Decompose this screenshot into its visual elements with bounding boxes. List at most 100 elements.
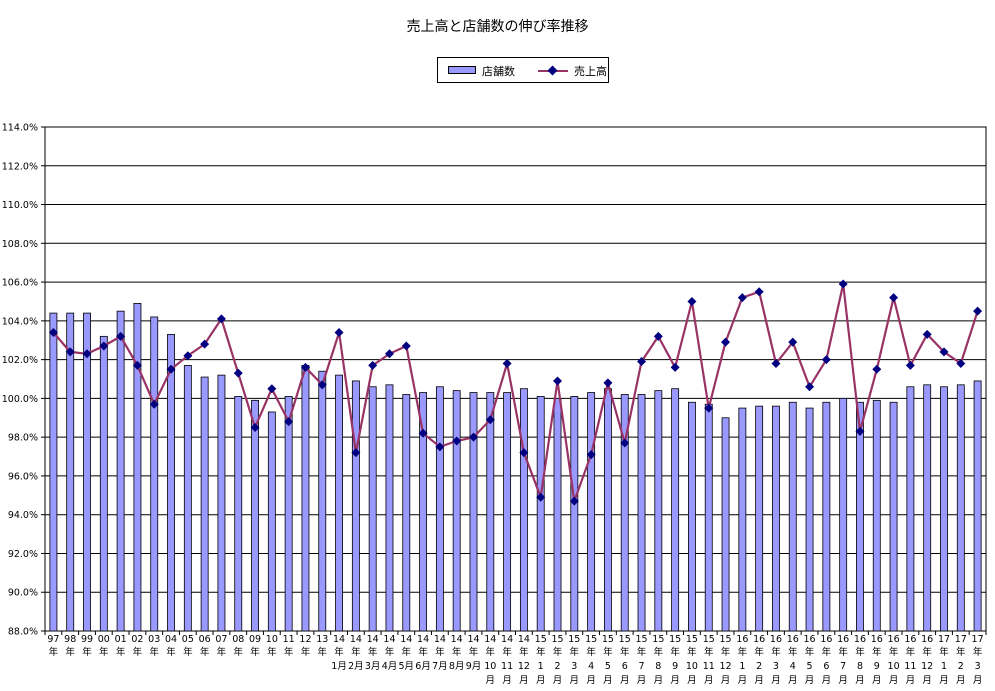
bar bbox=[805, 407, 814, 632]
x-tick-label: 年 bbox=[670, 646, 680, 658]
sales-marker bbox=[771, 358, 781, 368]
bar bbox=[940, 386, 948, 632]
sales-marker bbox=[653, 331, 663, 341]
x-tick-label: 年 bbox=[435, 646, 445, 658]
sales-marker bbox=[435, 442, 445, 452]
x-tick-label: 8月 bbox=[449, 661, 465, 672]
x-tick-label: 年 bbox=[771, 646, 781, 658]
sales-marker bbox=[300, 362, 310, 372]
x-tick-label: 年 bbox=[553, 646, 563, 658]
sales-marker bbox=[872, 364, 882, 374]
x-tick-label: 月 bbox=[956, 675, 966, 686]
x-tick-label: 年 bbox=[754, 646, 764, 658]
sales-marker bbox=[687, 296, 697, 306]
x-tick-label: 11 bbox=[283, 634, 295, 645]
x-tick-label: 年 bbox=[217, 646, 227, 658]
bar bbox=[150, 316, 159, 632]
x-tick-label: 9 bbox=[874, 661, 880, 672]
sales-marker bbox=[704, 403, 714, 413]
chart-title: 売上高と店舗数の伸び率推移 bbox=[406, 19, 589, 35]
x-tick-label: 8 bbox=[655, 661, 661, 672]
x-tick-label: 5月 bbox=[399, 661, 415, 672]
x-tick-label: 年 bbox=[906, 646, 916, 658]
sales-marker bbox=[116, 331, 126, 341]
x-tick-label: 年 bbox=[889, 646, 899, 658]
x-tick-label: 17 bbox=[972, 634, 984, 645]
sales-marker bbox=[721, 337, 731, 347]
sales-marker bbox=[452, 436, 462, 446]
x-tick-label: 9月 bbox=[466, 661, 482, 672]
bar bbox=[234, 396, 243, 632]
sales-marker bbox=[216, 314, 226, 324]
x-tick-label: 6月 bbox=[415, 661, 431, 672]
x-tick-label: 年 bbox=[486, 646, 496, 658]
x-tick-label: 年 bbox=[351, 646, 361, 658]
sales-marker bbox=[569, 496, 579, 506]
bar bbox=[66, 312, 75, 632]
x-tick-label: 10 bbox=[888, 661, 900, 672]
x-tick-label: 年 bbox=[469, 646, 479, 658]
x-tick-label: 15 bbox=[619, 634, 631, 645]
x-tick-label: 16 bbox=[787, 634, 799, 645]
x-tick-label: 05 bbox=[182, 634, 194, 645]
x-tick-label: 月 bbox=[788, 675, 798, 686]
sales-marker bbox=[956, 358, 966, 368]
x-tick-label: 10 bbox=[686, 661, 698, 672]
x-tick-label: 9 bbox=[672, 661, 678, 672]
x-tick-label: 月 bbox=[704, 675, 714, 686]
sales-marker bbox=[670, 362, 680, 372]
bar bbox=[335, 374, 343, 632]
bar bbox=[435, 386, 444, 632]
x-tick-label: 6 bbox=[823, 661, 829, 672]
sales-line bbox=[52, 283, 979, 502]
bar bbox=[452, 390, 461, 632]
x-tick-label: 14 bbox=[417, 634, 429, 645]
bar bbox=[419, 392, 428, 632]
y-tick-label: 98.0% bbox=[8, 433, 38, 444]
x-tick-label: 10 bbox=[266, 634, 278, 645]
sales-marker bbox=[805, 382, 815, 392]
sales-marker bbox=[132, 360, 142, 370]
sales-marker bbox=[553, 376, 563, 386]
x-tick-label: 12 bbox=[921, 661, 933, 672]
x-tick-label: 16 bbox=[871, 634, 883, 645]
x-tick-label: 2月 bbox=[348, 661, 364, 672]
bar bbox=[956, 384, 965, 632]
x-tick-label: 14 bbox=[333, 634, 345, 645]
x-tick-label: 年 bbox=[334, 646, 344, 658]
y-tick-label: 108.0% bbox=[2, 239, 38, 250]
x-tick-label: 5 bbox=[807, 661, 813, 672]
y-tick-label: 114.0% bbox=[2, 123, 38, 134]
sales-marker bbox=[351, 448, 361, 458]
x-tick-label: 14 bbox=[518, 634, 530, 645]
x-tick-label: 12 bbox=[518, 661, 530, 672]
x-tick-label: 年 bbox=[99, 646, 109, 658]
x-tick-label: 09 bbox=[249, 634, 261, 645]
sales-marker bbox=[65, 347, 75, 357]
x-tick-label: 年 bbox=[385, 646, 395, 658]
x-tick-label: 16 bbox=[921, 634, 933, 645]
x-tick-label: 年 bbox=[502, 646, 512, 658]
x-tick-label: 年 bbox=[721, 646, 731, 658]
x-tick-label: 月 bbox=[620, 675, 630, 686]
x-tick-label: 年 bbox=[654, 646, 664, 658]
x-tick-label: 4 bbox=[790, 661, 796, 672]
x-tick-label: 97 bbox=[47, 634, 59, 645]
x-tick-label: 年 bbox=[250, 646, 260, 658]
bar bbox=[99, 335, 108, 632]
x-tick-label: 月 bbox=[654, 675, 664, 686]
x-tick-label: 15 bbox=[551, 634, 563, 645]
bar bbox=[116, 310, 125, 632]
x-tick-label: 月 bbox=[922, 675, 932, 686]
x-tick-label: 年 bbox=[855, 646, 865, 658]
x-tick-label: 月 bbox=[502, 675, 512, 686]
sales-marker bbox=[502, 358, 512, 368]
bar bbox=[519, 388, 528, 632]
x-tick-label: 年 bbox=[788, 646, 798, 658]
x-tick-label: 月 bbox=[721, 675, 731, 686]
y-tick-label: 90.0% bbox=[8, 588, 38, 599]
sales-marker bbox=[788, 337, 798, 347]
y-tick-label: 100.0% bbox=[2, 394, 38, 405]
